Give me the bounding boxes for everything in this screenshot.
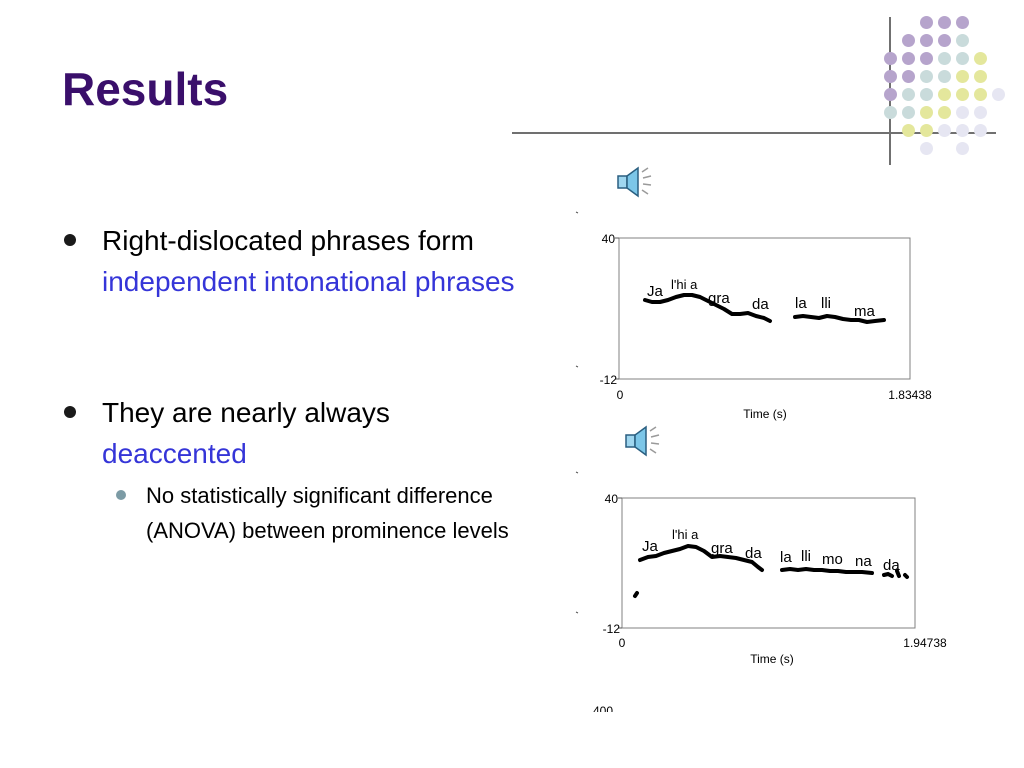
pitch-contour-segment — [633, 591, 639, 598]
decorative-dot — [920, 70, 933, 83]
decorative-dot — [956, 16, 969, 29]
bullet-highlight: deaccented — [102, 438, 247, 469]
pitch-chart-1: 40 -12 0 1.83438 Time (s) Ja l'hi a gra … — [575, 211, 932, 421]
decorative-dot — [974, 106, 987, 119]
pitch-contour-segment — [895, 569, 901, 578]
decorative-dot — [920, 52, 933, 65]
x-axis-label: Time (s) — [743, 407, 787, 421]
decorative-dot — [992, 88, 1005, 101]
syllable-label: da — [752, 296, 769, 313]
syllable-label: l'hi a — [671, 277, 698, 292]
syllable-label: da — [883, 557, 900, 574]
bullet-text: Right-dislocated phrases form — [102, 225, 474, 256]
decorative-dot — [956, 52, 969, 65]
x-tick-label: 0 — [617, 388, 624, 402]
pitch-contour-segment — [643, 293, 772, 323]
decorative-dot — [902, 70, 915, 83]
decorative-dot — [956, 124, 969, 137]
syllable-label: ma — [854, 303, 875, 320]
syllable-label: la — [795, 295, 807, 312]
decorative-dot — [938, 52, 951, 65]
decorative-dot — [902, 52, 915, 65]
decorative-dot — [920, 34, 933, 47]
syllable-label: da — [745, 545, 762, 562]
syllable-label: mo — [822, 551, 843, 568]
pitch-tracks-figure: 40 -12 0 1.83438 Time (s) Ja l'hi a gra … — [575, 211, 947, 712]
decorative-dot — [956, 142, 969, 155]
decorative-dot — [974, 88, 987, 101]
syllable-label: Ja — [642, 538, 659, 555]
syllable-label: na — [855, 553, 872, 570]
decorative-dot — [902, 88, 915, 101]
y-tick-label: -12 — [600, 373, 618, 387]
pitch-contour-segment — [638, 544, 764, 572]
decorative-dot — [938, 16, 951, 29]
sub-bullet-text: No statistically significant difference … — [146, 483, 509, 543]
plot-frame — [618, 237, 911, 380]
decorative-dot — [938, 34, 951, 47]
decorative-dot — [884, 70, 897, 83]
x-axis-label: Time (s) — [750, 652, 794, 666]
speaker-icon[interactable] — [622, 423, 664, 459]
y-tick-label: 40 — [605, 492, 619, 506]
pitch-contour-segment — [882, 571, 894, 578]
decorative-dot — [956, 106, 969, 119]
decorative-dot — [884, 88, 897, 101]
bullet-item: They are nearly always deaccented — [62, 392, 522, 474]
pitch-chart-2: 40 -12 0 1.94738 Time (s) Ja l'hi a gra … — [575, 471, 947, 712]
decorative-dot — [956, 70, 969, 83]
decorative-dot — [920, 142, 933, 155]
syllable-label: gra — [708, 290, 730, 307]
pitch-contour-segment — [780, 567, 874, 575]
decorative-dot — [956, 88, 969, 101]
decorative-dot — [938, 70, 951, 83]
decorative-dot — [920, 88, 933, 101]
pitch-contour-segment — [903, 573, 909, 579]
decorative-dot — [920, 124, 933, 137]
decorative-dot — [920, 106, 933, 119]
bullet-text: They are nearly always — [102, 397, 390, 428]
decorative-dot — [902, 124, 915, 137]
decorative-dot — [938, 106, 951, 119]
plot-frame — [621, 497, 916, 629]
y-tick-label: -12 — [603, 622, 621, 636]
speaker-icon[interactable] — [614, 164, 656, 200]
pitch-contour-segment — [793, 314, 886, 324]
decorative-dot — [974, 52, 987, 65]
cropped-tick-label: 400 — [593, 704, 613, 712]
decorative-dot — [956, 34, 969, 47]
decorative-dot — [884, 52, 897, 65]
syllable-label: lli — [801, 548, 811, 565]
decorative-dot — [902, 106, 915, 119]
decorative-dot — [884, 106, 897, 119]
bullet-highlight: independent intonational phrases — [102, 266, 515, 297]
decorative-dot — [974, 70, 987, 83]
decorative-dot — [902, 34, 915, 47]
bullet-list: Right-dislocated phrases form independen… — [62, 220, 522, 548]
syllable-label: l'hi a — [672, 527, 699, 542]
x-tick-label: 1.94738 — [903, 636, 947, 650]
syllable-label: la — [780, 549, 792, 566]
decorative-dot — [938, 124, 951, 137]
sub-bullet-item: No statistically significant difference … — [106, 478, 522, 548]
slide-title: Results — [62, 63, 229, 115]
decorative-horizontal-rule — [512, 132, 996, 134]
x-tick-label: 1.83438 — [888, 388, 932, 402]
syllable-label: Ja — [647, 283, 664, 300]
bullet-item: Right-dislocated phrases form independen… — [62, 220, 522, 302]
decorative-dot — [920, 16, 933, 29]
syllable-label: gra — [711, 540, 733, 557]
syllable-label: lli — [821, 295, 831, 312]
decorative-dot — [938, 88, 951, 101]
x-tick-label: 0 — [619, 636, 626, 650]
decorative-dot — [974, 124, 987, 137]
y-tick-label: 40 — [602, 232, 616, 246]
